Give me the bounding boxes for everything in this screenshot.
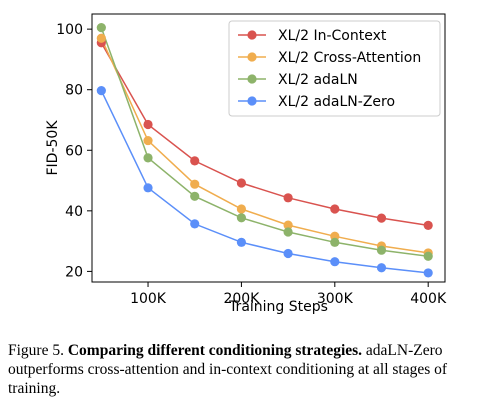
plot-frame (91, 13, 446, 283)
data-point (96, 23, 106, 33)
data-point (143, 183, 153, 193)
data-point (190, 191, 200, 201)
data-point (283, 220, 293, 230)
data-point (236, 213, 247, 223)
data-point (423, 251, 433, 261)
legend-marker (247, 96, 257, 106)
legend-label: XL/2 In-Context (278, 28, 387, 44)
legend-marker (247, 30, 257, 40)
series-line (100, 37, 429, 254)
data-point (330, 204, 340, 214)
data-point (236, 204, 247, 214)
y-tick-label: 40 (65, 204, 83, 220)
y-tick-label: 20 (65, 264, 83, 280)
legend-marker (247, 74, 257, 84)
caption-text: adaLN-Zero outperforms cross-attention a… (8, 342, 448, 397)
data-point (96, 33, 106, 43)
x-tick-label: 300K (317, 291, 354, 307)
data-point (376, 263, 387, 273)
legend-label: XL/2 adaLN-Zero (278, 94, 395, 110)
data-point (376, 213, 387, 223)
data-point (143, 153, 153, 163)
x-axis-label: Training Steps (228, 299, 328, 315)
data-point (330, 257, 340, 267)
y-tick-label: 100 (56, 22, 83, 38)
data-point (143, 135, 153, 146)
data-point (376, 245, 387, 255)
series-line (100, 27, 429, 258)
data-point (236, 237, 247, 247)
y-tick-label: 60 (65, 143, 83, 159)
legend-box (228, 20, 441, 117)
data-point (190, 156, 200, 166)
data-point (283, 248, 293, 259)
x-tick-label: 100K (130, 291, 167, 307)
y-axis-label: FID-50K (45, 120, 61, 176)
line-chart: 20 40 60 80 100 100K 200K 300K 400K Training Step… (45, 13, 447, 315)
legend-marker (247, 52, 257, 62)
data-point (330, 237, 340, 247)
data-point (283, 227, 293, 237)
data-point (236, 178, 247, 188)
data-point (190, 179, 200, 189)
data-point (96, 86, 106, 96)
series-line (100, 90, 429, 274)
x-tick-label: 200K (223, 291, 260, 307)
caption-bold-title: Comparing different conditioning strateg… (67, 342, 363, 359)
data-point (283, 193, 293, 203)
data-point (190, 219, 200, 229)
legend-label: XL/2 adaLN (278, 72, 358, 88)
x-tick-label: 400K (410, 291, 447, 307)
data-point (423, 220, 433, 230)
caption-prefix: Figure 5. (8, 342, 64, 359)
y-tick-label: 80 (65, 83, 83, 99)
legend-label: XL/2 Cross-Attention (278, 50, 421, 66)
data-point (143, 119, 153, 130)
data-point (423, 268, 433, 278)
series-line (100, 42, 429, 227)
figure-caption: Figure 5. Comparing different conditioni… (8, 341, 486, 398)
